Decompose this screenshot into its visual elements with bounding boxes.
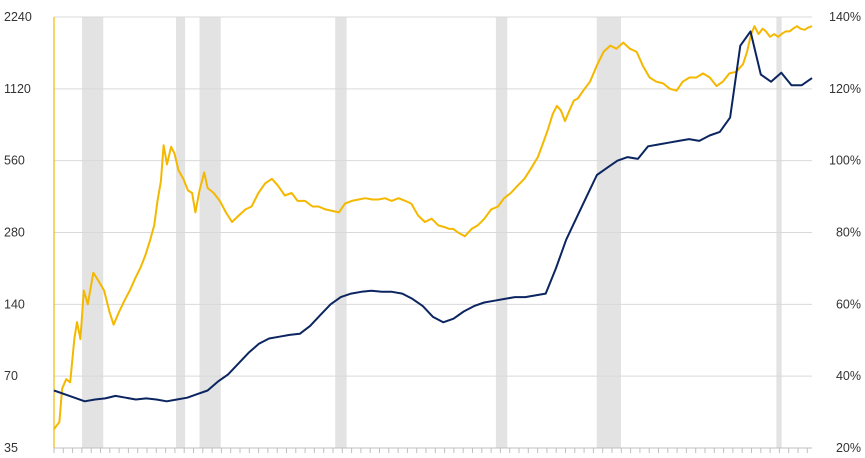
right-tick-label: 40% <box>836 369 861 383</box>
right-axis-labels: 20% 40% 60% 80% 100% 120% 140% <box>829 10 861 455</box>
right-tick-label: 100% <box>829 154 861 168</box>
right-tick-label: 140% <box>829 10 861 24</box>
left-tick-label: 140 <box>4 297 25 311</box>
series-gold-line <box>53 25 813 430</box>
series-navy-line <box>53 30 813 403</box>
left-tick-label: 70 <box>4 369 18 383</box>
left-tick-label: 1120 <box>4 82 31 96</box>
left-tick-label: 2240 <box>4 10 32 24</box>
gridlines <box>54 16 812 377</box>
x-axis-ticks <box>53 448 808 453</box>
left-tick-label: 560 <box>4 154 25 168</box>
right-tick-label: 60% <box>836 297 861 311</box>
left-tick-label: 35 <box>4 441 18 455</box>
right-tick-label: 120% <box>829 82 861 96</box>
right-tick-label: 20% <box>836 441 861 455</box>
right-tick-label: 80% <box>836 226 861 240</box>
left-axis-labels: 35 70 140 280 560 1120 2240 <box>4 10 32 455</box>
left-tick-label: 280 <box>4 226 25 240</box>
